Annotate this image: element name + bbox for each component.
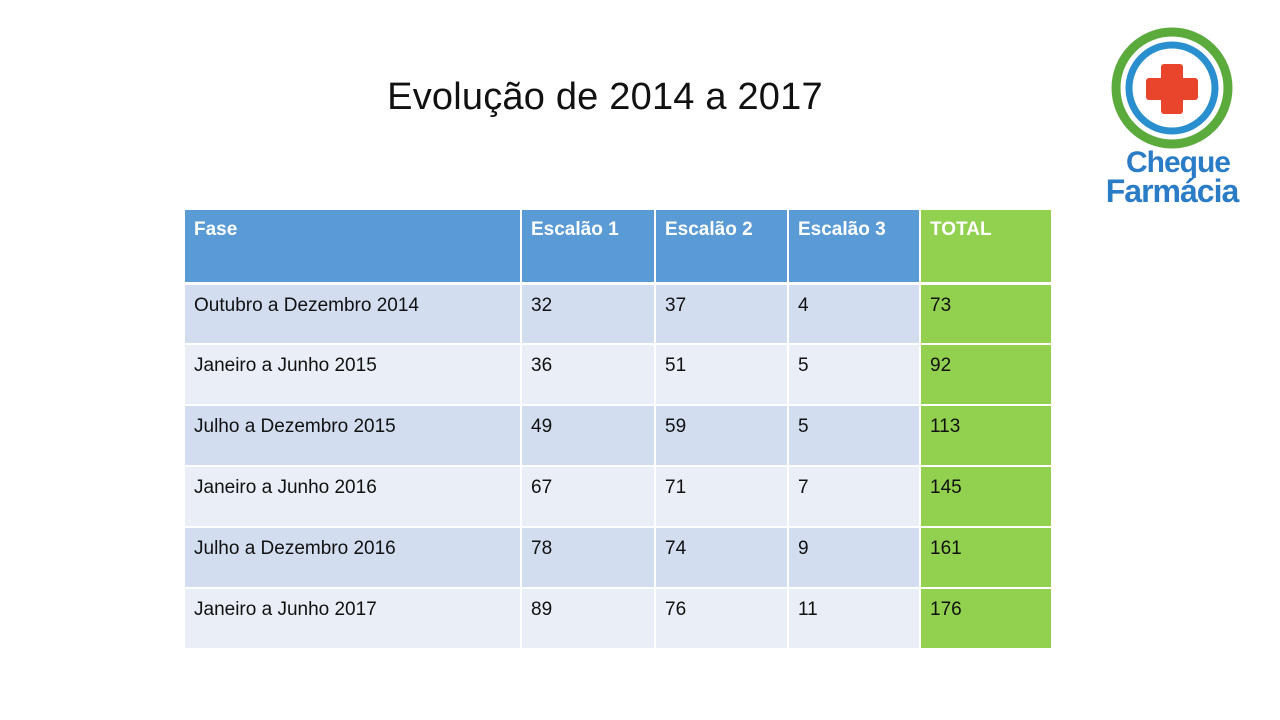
cell-total: 113 [919,404,1053,467]
cell-escalao-3: 5 [787,343,921,406]
logo-text-line2: Farmácia [1106,173,1240,209]
evolution-table: Fase Escalão 1 Escalão 2 Escalão 3 TOTAL… [183,208,1053,650]
header-escalao-1: Escalão 1 [520,208,656,284]
cell-escalao-2: 37 [654,282,789,345]
table-row: Julho a Dezembro 2016 78 74 9 161 [183,526,1053,589]
cell-fase: Janeiro a Junho 2016 [183,465,522,528]
table-row: Julho a Dezembro 2015 49 59 5 113 [183,404,1053,467]
table-row: Janeiro a Junho 2015 36 51 5 92 [183,343,1053,406]
table-row: Outubro a Dezembro 2014 32 37 4 73 [183,282,1053,345]
cell-fase: Outubro a Dezembro 2014 [183,282,522,345]
cell-fase: Julho a Dezembro 2015 [183,404,522,467]
cell-escalao-3: 4 [787,282,921,345]
slide-title: Evolução de 2014 a 2017 [387,76,823,118]
cell-fase: Julho a Dezembro 2016 [183,526,522,589]
cell-escalao-3: 5 [787,404,921,467]
cell-escalao-2: 59 [654,404,789,467]
cell-escalao-1: 89 [520,587,656,650]
header-total: TOTAL [919,208,1053,284]
cell-escalao-2: 51 [654,343,789,406]
cell-escalao-1: 78 [520,526,656,589]
cell-total: 161 [919,526,1053,589]
cell-escalao-1: 67 [520,465,656,528]
cross-logo-icon: Cheque Farmácia [1106,27,1240,209]
table-header-row: Fase Escalão 1 Escalão 2 Escalão 3 TOTAL [183,208,1053,284]
cell-total: 92 [919,343,1053,406]
cheque-farmacia-logo: Cheque Farmácia [1098,26,1248,216]
cell-escalao-1: 36 [520,343,656,406]
table-row: Janeiro a Junho 2017 89 76 11 176 [183,587,1053,650]
header-fase: Fase [183,208,522,284]
cell-total: 145 [919,465,1053,528]
cell-escalao-3: 11 [787,587,921,650]
cell-fase: Janeiro a Junho 2015 [183,343,522,406]
header-escalao-2: Escalão 2 [654,208,789,284]
header-escalao-3: Escalão 3 [787,208,921,284]
cell-escalao-3: 9 [787,526,921,589]
cell-escalao-3: 7 [787,465,921,528]
cell-escalao-2: 71 [654,465,789,528]
cell-escalao-2: 74 [654,526,789,589]
table-row: Janeiro a Junho 2016 67 71 7 145 [183,465,1053,528]
cell-fase: Janeiro a Junho 2017 [183,587,522,650]
cell-total: 176 [919,587,1053,650]
cell-escalao-1: 49 [520,404,656,467]
logo-text-line1: Cheque [1126,146,1230,179]
cell-total: 73 [919,282,1053,345]
cell-escalao-1: 32 [520,282,656,345]
cell-escalao-2: 76 [654,587,789,650]
